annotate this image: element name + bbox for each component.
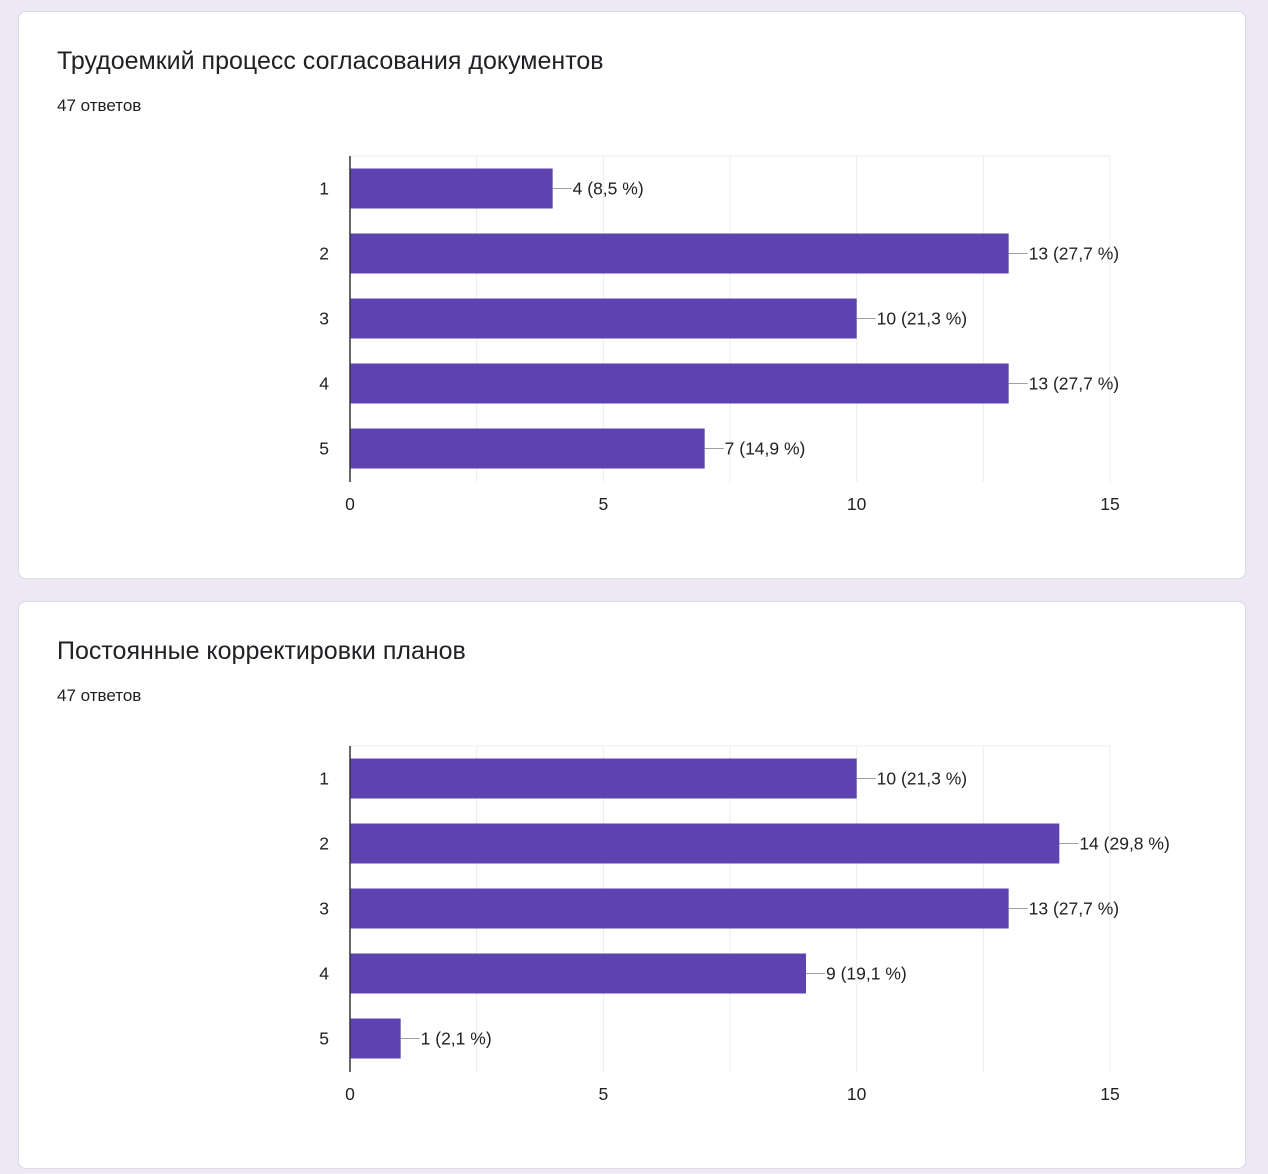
- bar: [350, 953, 806, 994]
- bar-chart-2: 10 (21,3 %) 1 14 (29,8 %) 2 13 (27,7 %) 3 9 (1…: [319, 745, 1170, 1104]
- data-label: 7 (14,9 %): [725, 439, 806, 459]
- category-label: 2: [319, 244, 329, 264]
- data-label: 1 (2,1 %): [421, 1029, 492, 1049]
- category-label: 3: [319, 899, 329, 919]
- category-label: 3: [319, 309, 329, 329]
- data-label: 14 (29,8 %): [1079, 834, 1169, 854]
- question-card-1: Трудоемкий процесс согласования документ…: [18, 11, 1246, 579]
- category-label: 5: [319, 439, 329, 459]
- bar: [350, 233, 1009, 274]
- category-label: 5: [319, 1029, 329, 1049]
- category-label: 4: [319, 374, 329, 394]
- category-label: 2: [319, 834, 329, 854]
- x-tick-label: 0: [345, 1084, 355, 1104]
- data-label: 4 (8,5 %): [573, 179, 644, 199]
- category-label: 4: [319, 964, 329, 984]
- x-tick-label: 15: [1100, 494, 1119, 514]
- question-title: Постоянные корректировки планов: [57, 637, 466, 665]
- question-card-2: Постоянные корректировки планов 47 ответ…: [18, 601, 1246, 1169]
- data-label: 10 (21,3 %): [877, 769, 967, 789]
- data-label: 13 (27,7 %): [1029, 244, 1119, 264]
- bar: [350, 168, 553, 209]
- bar: [350, 823, 1060, 864]
- response-count: 47 ответов: [57, 686, 142, 705]
- x-tick-label: 5: [598, 494, 608, 514]
- bar: [350, 888, 1009, 929]
- bar: [350, 1018, 401, 1059]
- bar: [350, 363, 1009, 404]
- category-label: 1: [319, 769, 329, 789]
- x-tick-label: 15: [1100, 1084, 1119, 1104]
- data-label: 13 (27,7 %): [1029, 374, 1119, 394]
- bar: [350, 758, 857, 799]
- x-tick-label: 10: [847, 1084, 867, 1104]
- x-tick-label: 10: [847, 494, 867, 514]
- response-count: 47 ответов: [57, 96, 142, 115]
- bar: [350, 298, 857, 339]
- x-tick-label: 5: [598, 1084, 608, 1104]
- data-label: 10 (21,3 %): [877, 309, 967, 329]
- question-title: Трудоемкий процесс согласования документ…: [57, 47, 604, 75]
- bar: [350, 428, 705, 469]
- bar-chart-1: 4 (8,5 %) 1 13 (27,7 %) 2 10 (21,3 %) 3 13 (27…: [319, 155, 1120, 514]
- data-label: 13 (27,7 %): [1029, 899, 1119, 919]
- data-label: 9 (19,1 %): [826, 964, 907, 984]
- x-tick-label: 0: [345, 494, 355, 514]
- category-label: 1: [319, 179, 329, 199]
